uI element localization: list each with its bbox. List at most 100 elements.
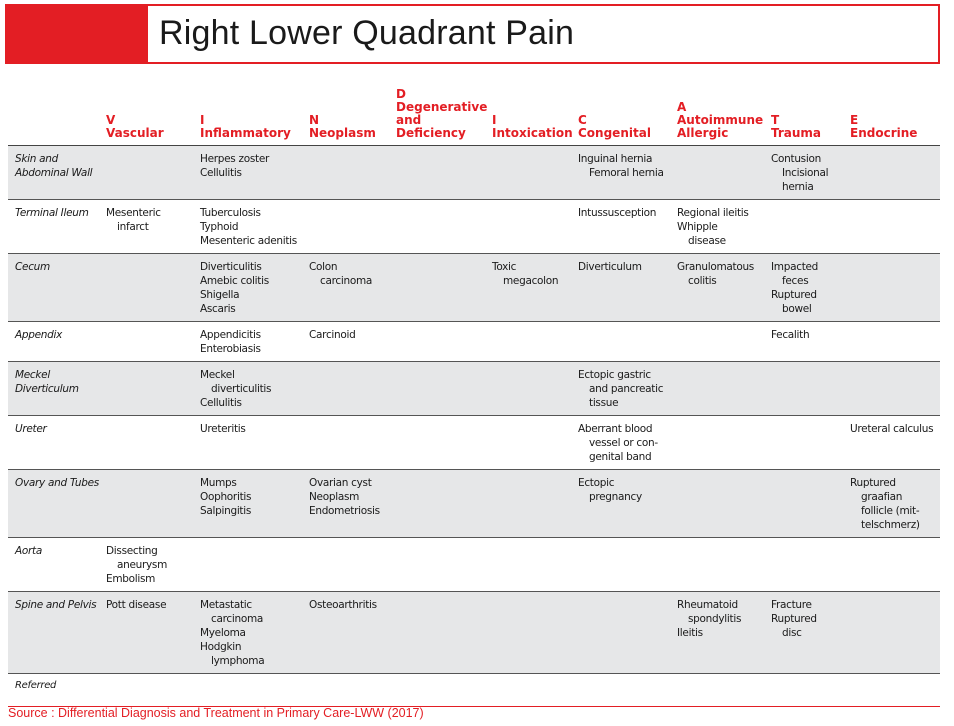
- table-cell: [390, 415, 486, 470]
- cell-text: Ectopic gastric: [578, 369, 651, 381]
- table-cell: Pott disease: [100, 591, 194, 674]
- table-cell: Meckel diverticulitis Cellulitis: [194, 361, 303, 416]
- table-cell: Aberrant blood vessel or con-genital band: [572, 415, 671, 470]
- cell-text: follicle (mit-: [861, 505, 920, 517]
- column-letter: A: [677, 100, 687, 114]
- cell-text: Intussusception: [578, 207, 657, 219]
- table-cell: Intussusception: [572, 199, 671, 254]
- cell-text: Regional ileitis: [677, 207, 749, 219]
- cell-text: disease: [688, 235, 726, 247]
- cell-text: Oophoritis: [200, 491, 252, 503]
- cell-text: Tuberculosis: [200, 207, 261, 219]
- cell-text: Granulomatous: [677, 261, 754, 273]
- table-cell: [844, 145, 940, 200]
- cell-text: Mesenteric adenitis: [200, 235, 297, 247]
- cell-text: Ovary and Tubes: [15, 477, 99, 489]
- column-label: Degenerative: [396, 100, 488, 114]
- table-cell: [844, 537, 940, 592]
- table-cell: [303, 361, 390, 416]
- cell-text: Toxic: [492, 261, 517, 273]
- cell-text: Inguinal hernia: [578, 153, 653, 165]
- cell-text: disc: [782, 627, 802, 639]
- table-header-row: V Vascular I Inflammatory N Neoplasm D Degenera…: [8, 78, 940, 146]
- cell-text: feces: [782, 275, 809, 287]
- table-cell: [303, 673, 390, 707]
- table-cell: Contusion Incisional hernia: [765, 145, 844, 200]
- row-label: Spine and Pelvis: [8, 591, 100, 674]
- table-cell: Diverticulitis Amebic colitis Shigella Asca…: [194, 253, 303, 322]
- table-cell: [390, 469, 486, 538]
- column-label: Deficiency: [396, 126, 466, 140]
- table-row: Meckel Diverticulum Meckel diverticulitis Ce…: [8, 361, 940, 416]
- cell-text: tissue: [589, 397, 619, 409]
- cell-text: Ruptured: [771, 289, 817, 301]
- cell-text: Ruptured: [771, 613, 817, 625]
- table-cell: Toxic megacolon: [486, 253, 572, 322]
- table-cell: [844, 199, 940, 254]
- table-cell: [486, 469, 572, 538]
- cell-text: Diverticulum: [578, 261, 642, 273]
- table-cell: Ectopic pregnancy: [572, 469, 671, 538]
- cell-text: Pott disease: [106, 599, 167, 611]
- table-cell: [486, 145, 572, 200]
- table-row: Skin and Abdominal Wall Herpes zoster Cellu…: [8, 145, 940, 200]
- table-cell: Osteoarthritis: [303, 591, 390, 674]
- column-label: Allergic: [677, 126, 729, 140]
- column-header: C Congenital: [572, 78, 671, 146]
- diagnosis-table: V Vascular I Inflammatory N Neoplasm D Degenera…: [8, 78, 940, 707]
- cell-text: Meckel: [200, 369, 235, 381]
- column-letter: V: [106, 113, 116, 127]
- table-cell: [486, 321, 572, 362]
- row-label: Terminal Ileum: [8, 199, 100, 254]
- diagnosis-table-container: V Vascular I Inflammatory N Neoplasm D Degenera…: [8, 78, 940, 707]
- column-label: Trauma: [771, 126, 822, 140]
- cell-text: Metastatic: [200, 599, 252, 611]
- table-cell: [390, 321, 486, 362]
- cell-text: genital band: [589, 451, 652, 463]
- cell-text: Ectopic: [578, 477, 615, 489]
- row-label: Ovary and Tubes: [8, 469, 100, 538]
- table-cell: [765, 673, 844, 707]
- table-cell: [765, 537, 844, 592]
- cell-text: Diverticulitis: [200, 261, 262, 273]
- table-cell: [486, 537, 572, 592]
- table-cell: Mesenteric infarct: [100, 199, 194, 254]
- column-header: I Inflammatory: [194, 78, 303, 146]
- cell-text: and pancreatic: [589, 383, 664, 395]
- table-cell: Ovarian cyst Neoplasm Endometriosis: [303, 469, 390, 538]
- table-cell: [390, 199, 486, 254]
- cell-text: Ascaris: [200, 303, 236, 315]
- row-label: Cecum: [8, 253, 100, 322]
- title-accent-block: [7, 6, 148, 62]
- cell-text: Ileitis: [677, 627, 703, 639]
- cell-text: Contusion: [771, 153, 821, 165]
- column-letter: E: [850, 113, 859, 127]
- cell-text: Ureteritis: [200, 423, 246, 435]
- table-cell: Tuberculosis Typhoid Mesenteric adenitis: [194, 199, 303, 254]
- table-cell: [100, 361, 194, 416]
- column-label: Congenital: [578, 126, 651, 140]
- table-cell: [765, 469, 844, 538]
- table-cell: [390, 361, 486, 416]
- row-label: Meckel Diverticulum: [8, 361, 100, 416]
- table-cell: [844, 253, 940, 322]
- cell-text: bowel: [782, 303, 812, 315]
- table-cell: [100, 673, 194, 707]
- cell-text: Ruptured: [850, 477, 896, 489]
- table-body: Skin and Abdominal Wall Herpes zoster Cellu…: [8, 145, 940, 707]
- column-header: E Endocrine: [844, 78, 940, 146]
- cell-text: Salpingitis: [200, 505, 252, 517]
- cell-text: Osteoarthritis: [309, 599, 377, 611]
- column-letter: C: [578, 113, 587, 127]
- table-cell: [100, 145, 194, 200]
- table-cell: Mumps Oophoritis Salpingitis: [194, 469, 303, 538]
- table-cell: [390, 537, 486, 592]
- cell-text: Myeloma: [200, 627, 246, 639]
- table-cell: [572, 537, 671, 592]
- column-header: I Intoxication: [486, 78, 573, 146]
- cell-text: Cellulitis: [200, 397, 242, 409]
- column-header: T Trauma: [765, 78, 844, 146]
- table-cell: Herpes zoster Cellulitis: [194, 145, 303, 200]
- table-cell: [303, 537, 390, 592]
- table-cell: [844, 321, 940, 362]
